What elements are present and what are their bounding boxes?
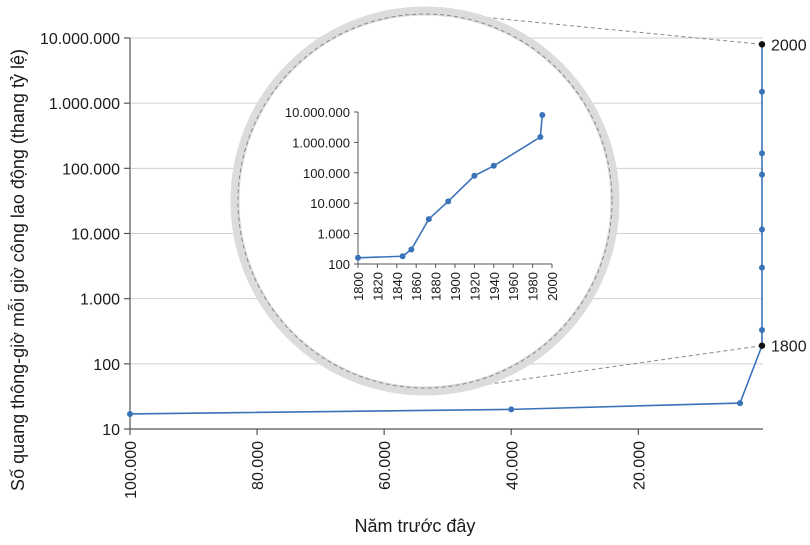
x-tick-label: 60.000 — [377, 441, 394, 490]
inset-x-tick-label: 1940 — [487, 272, 502, 301]
zoom-connector-lines — [419, 10, 763, 392]
inset-chart: 100 1.000 10.000 100.000 1.000.000 10.000.000… — [285, 105, 560, 301]
endpoint-marker — [758, 41, 766, 48]
inset-y-tick-label: 100.000 — [303, 166, 350, 181]
inset-data-point — [399, 253, 406, 260]
endpoint-year-label: 1800 — [771, 339, 807, 356]
inset-data-point — [539, 111, 546, 118]
main-data-point — [759, 171, 765, 178]
x-tick-label: 100.000 — [123, 441, 140, 499]
endpoint-marker — [758, 342, 766, 349]
y-tick-label: 1.000.000 — [49, 96, 120, 113]
inset-x-tick-label: 1860 — [409, 272, 424, 301]
main-data-point — [759, 264, 765, 271]
main-data-point — [759, 150, 765, 157]
main-data-point — [127, 410, 133, 417]
inset-data-point — [355, 254, 361, 261]
inset-data-point — [490, 162, 497, 169]
magnifier-circle — [230, 6, 620, 396]
inset-y-tick-label: 100 — [328, 257, 350, 272]
x-tick-label: 20.000 — [631, 441, 648, 490]
main-data-point — [759, 88, 765, 95]
inset-y-tick-label: 1.000 — [317, 227, 350, 242]
inset-data-point — [445, 198, 452, 205]
inset-x-tick-label: 1800 — [351, 272, 366, 301]
main-data-point — [508, 406, 515, 413]
y-tick-label: 1.000 — [80, 292, 120, 309]
main-data-point — [737, 400, 743, 407]
y-tick-label: 100.000 — [62, 161, 120, 178]
main-axes — [124, 37, 763, 435]
main-tick-labels: 10 100 1.000 10.000 100.000 1.000.000 10.000.0… — [40, 31, 648, 499]
magnifier-dashed-outline — [237, 13, 613, 389]
main-data-point — [759, 327, 765, 334]
y-axis-title: Số quang thông-giờ mỗi giờ công lao động… — [7, 49, 28, 491]
inset-data-point — [471, 172, 478, 179]
zoom-line-bottom — [439, 345, 763, 392]
inset-x-tick-label: 1820 — [370, 272, 385, 301]
inset-x-tick-label: 1880 — [429, 272, 444, 301]
endpoint-year-label: 2000 — [771, 37, 807, 54]
inset-x-tick-label: 1840 — [390, 272, 405, 301]
y-tick-label: 100 — [93, 357, 120, 374]
main-endpoint-labels: 2000 1800 — [758, 37, 807, 356]
inset-data-point — [425, 216, 432, 223]
inset-x-tick-label: 1980 — [526, 272, 541, 301]
inset-x-tick-label: 1900 — [448, 272, 463, 301]
x-tick-label: 40.000 — [504, 441, 521, 490]
x-axis-title: Năm trước đây — [355, 516, 476, 536]
zoom-line-top — [419, 10, 763, 45]
inset-data-point — [408, 246, 415, 253]
y-tick-label: 10.000 — [71, 227, 120, 244]
magnifier-ring — [230, 6, 620, 396]
inset-y-tick-label: 10.000 — [310, 196, 350, 211]
y-tick-label: 10.000.000 — [40, 31, 120, 48]
inset-x-tick-label: 1920 — [467, 272, 482, 301]
x-tick-label: 80.000 — [250, 441, 267, 490]
y-tick-label: 10 — [102, 422, 120, 439]
inset-x-tick-label: 2000 — [545, 272, 560, 301]
inset-x-tick-label: 1960 — [506, 272, 521, 301]
main-data-point — [759, 226, 765, 233]
inset-y-tick-label: 1.000.000 — [292, 135, 350, 150]
inset-data-point — [537, 134, 544, 141]
inset-y-tick-label: 10.000.000 — [285, 105, 350, 120]
